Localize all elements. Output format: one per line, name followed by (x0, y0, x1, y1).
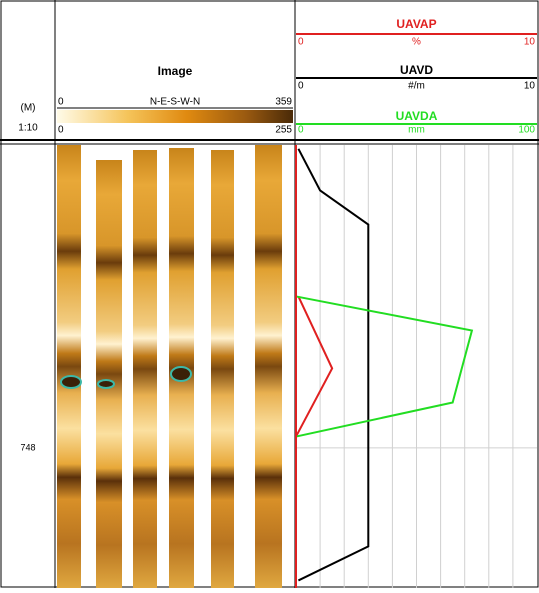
orientation: N-E-S-W-N (150, 97, 200, 108)
scale-unit: mm (408, 125, 425, 136)
scale-unit: % (412, 37, 421, 48)
depth-unit: (M) (21, 103, 36, 114)
curve (297, 148, 370, 582)
image-strip (57, 145, 81, 588)
depth-label: 748 (20, 442, 35, 452)
scale-max: 10 (524, 81, 536, 92)
curve-name: UAVAP (396, 17, 436, 31)
image-track (57, 145, 282, 588)
image-strip (211, 150, 234, 588)
scale-unit: #/m (408, 81, 425, 92)
scale-max: 100 (518, 125, 535, 136)
pore (97, 379, 115, 389)
image-title: Image (158, 64, 193, 78)
image-strip (133, 150, 157, 588)
azimuth-max: 359 (275, 97, 292, 108)
image-strip (255, 145, 282, 588)
curve-name: UAVDA (396, 109, 438, 123)
pore (60, 375, 82, 389)
scale-min: 0 (298, 125, 304, 136)
curve (295, 296, 334, 438)
azimuth-min: 0 (58, 97, 64, 108)
scale-min: 0 (298, 81, 304, 92)
color-bar (57, 110, 293, 123)
color-max: 255 (275, 125, 292, 136)
pore (170, 366, 192, 382)
scale-min: 0 (298, 37, 304, 48)
scale-max: 10 (524, 37, 536, 48)
curve (295, 295, 474, 438)
color-min: 0 (58, 125, 64, 136)
curve-name: UAVD (400, 63, 433, 77)
scale: 1:10 (18, 123, 38, 134)
image-strip (96, 160, 122, 588)
